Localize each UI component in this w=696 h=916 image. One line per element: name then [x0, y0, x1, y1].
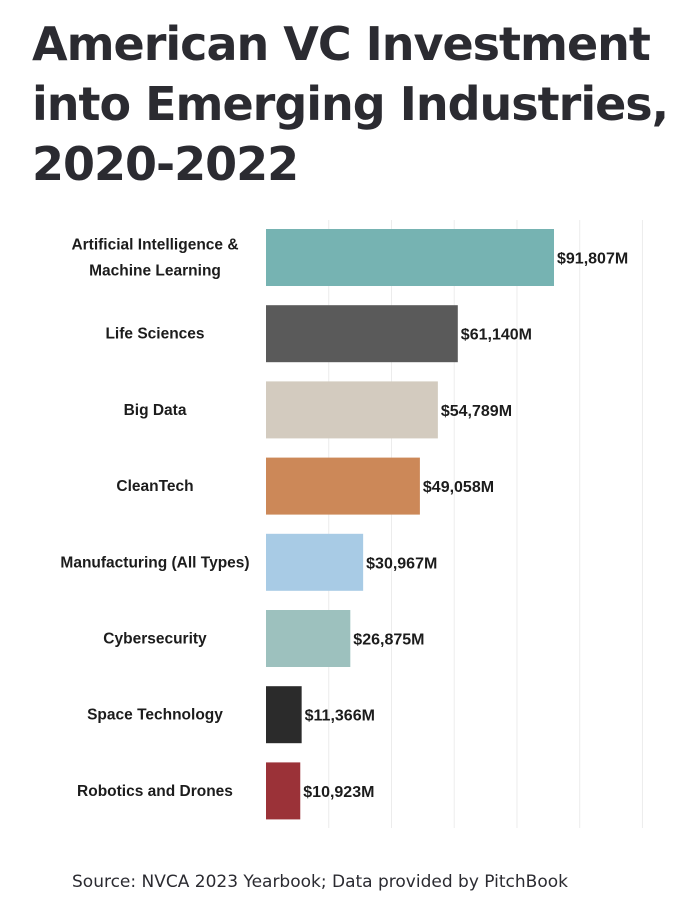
- bar-2: [266, 305, 458, 363]
- category-label-8: Robotics and Drones: [77, 783, 233, 800]
- value-label-2: $61,140M: [461, 327, 532, 344]
- value-label-5: $30,967M: [366, 555, 437, 572]
- chart-title: American VC Investment into Emerging Ind…: [32, 14, 672, 194]
- category-label-3: Big Data: [124, 402, 187, 419]
- category-label-2: Life Sciences: [105, 326, 204, 343]
- title-line-3: 2020-2022: [32, 137, 299, 191]
- bar-1: [266, 229, 554, 286]
- value-label-8: $10,923M: [303, 784, 374, 801]
- value-label-7: $11,366M: [305, 708, 375, 725]
- category-label-6: Cybersecurity: [103, 631, 207, 648]
- bar-7: [266, 686, 302, 744]
- title-line-1: American VC Investment: [32, 17, 651, 71]
- category-label-4: CleanTech: [116, 478, 193, 495]
- source-note: Source: NVCA 2023 Yearbook; Data provide…: [72, 872, 568, 892]
- bar-4: [266, 457, 420, 515]
- category-label-5: Manufacturing (All Types): [60, 554, 249, 571]
- category-label-1-line-2: Machine Learning: [89, 263, 221, 280]
- value-label-6: $26,875M: [353, 632, 424, 649]
- title-line-2: into Emerging Industries,: [32, 77, 669, 131]
- value-label-4: $49,058M: [423, 479, 494, 496]
- bar-3: [266, 381, 438, 439]
- bar-6: [266, 610, 351, 667]
- value-label-3: $54,789M: [441, 403, 512, 420]
- bar-chart: $91,807M Artificial Intelligence & Machine…: [60, 220, 643, 828]
- value-label-1: $91,807M: [557, 251, 628, 268]
- category-label-7: Space Technology: [87, 707, 223, 724]
- bar-5: [266, 533, 364, 591]
- bar-8: [266, 762, 301, 820]
- category-label-1-line-1: Artificial Intelligence &: [71, 237, 238, 254]
